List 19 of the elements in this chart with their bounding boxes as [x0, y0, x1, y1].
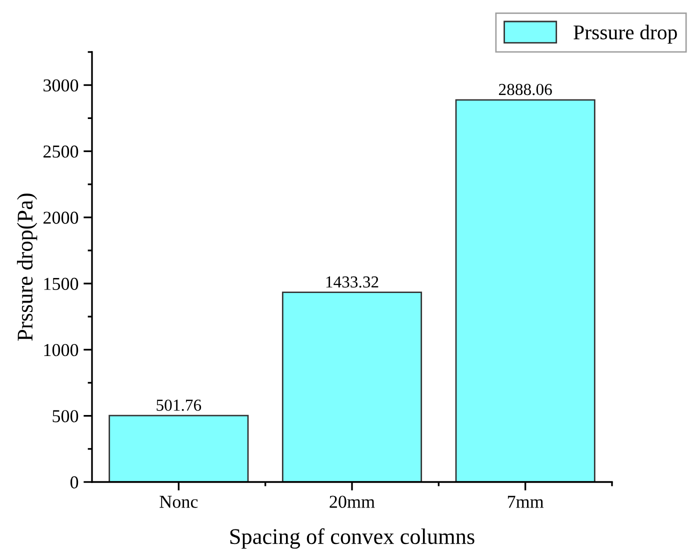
- data-label: 1433.32: [326, 276, 378, 288]
- y-tick-label: 3000: [44, 79, 78, 92]
- bar: [455, 99, 596, 482]
- y-tick-label: 0: [70, 476, 78, 488]
- x-tick-label: Nonc: [160, 496, 198, 508]
- data-label: 2888.06: [498, 84, 552, 96]
- bar: [108, 414, 249, 482]
- y-axis-title: Prssure drop(Pa): [16, 194, 38, 341]
- y-tick-label: 2000: [43, 212, 78, 224]
- data-label: 501.76: [156, 400, 202, 411]
- bar: [282, 292, 422, 482]
- x-tick-label: 20mm: [330, 496, 375, 508]
- y-tick-label: 2500: [43, 145, 78, 158]
- legend-label: Prssure drop: [574, 24, 677, 44]
- y-tick-label: 1000: [44, 344, 78, 356]
- y-tick-label: 1500: [44, 278, 78, 290]
- x-axis-title: Spacing of convex columns: [230, 528, 474, 549]
- x-tick-label: 7mm: [508, 496, 544, 508]
- y-tick-label: 500: [52, 410, 78, 422]
